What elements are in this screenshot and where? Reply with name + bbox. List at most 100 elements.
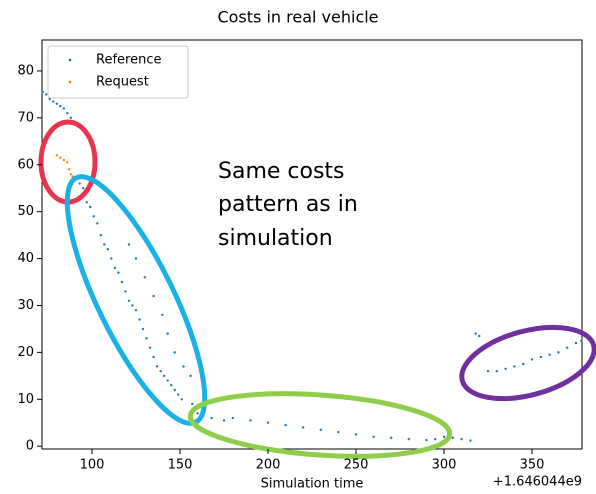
x-axis-label: Simulation time [261, 477, 364, 492]
annotation: simulation [218, 226, 333, 251]
point [55, 102, 58, 105]
highlights [38, 119, 596, 459]
x-tick-label: 200 [256, 458, 281, 473]
x-tick-label: 100 [80, 458, 105, 473]
point [177, 393, 180, 396]
point [478, 334, 481, 338]
point [152, 294, 155, 298]
point [62, 158, 66, 162]
legend-box [47, 45, 189, 99]
point [407, 437, 411, 441]
point [530, 358, 534, 361]
point [52, 100, 55, 103]
point [113, 266, 117, 270]
point [155, 365, 159, 368]
legend-marker [68, 80, 72, 84]
x-tick-label: 300 [432, 458, 457, 473]
point [180, 398, 183, 401]
point [55, 154, 58, 157]
point [134, 257, 138, 260]
point [145, 337, 148, 340]
point [131, 304, 134, 307]
point [134, 308, 138, 312]
point [169, 384, 173, 387]
y-tick-label: 70 [17, 110, 34, 125]
point [513, 365, 516, 368]
point [173, 351, 176, 354]
point [66, 111, 69, 115]
point [504, 367, 507, 370]
point [284, 423, 287, 427]
plot-frame [41, 39, 583, 450]
point [62, 107, 66, 110]
point [390, 436, 393, 439]
legend-label: Request [96, 75, 149, 90]
y-tick-label: 0 [26, 439, 34, 454]
x-tick-label: 250 [344, 458, 369, 473]
y-tick-label: 20 [17, 345, 34, 360]
y-tick-label: 30 [17, 298, 34, 313]
point [78, 182, 81, 185]
annotation: Same costs [218, 159, 345, 184]
point [67, 168, 71, 171]
y-tick-label: 60 [17, 157, 34, 172]
x-tick-label: 350 [520, 458, 545, 473]
point [222, 419, 226, 422]
point [92, 215, 95, 218]
point [249, 419, 252, 422]
point [574, 341, 578, 345]
point [566, 346, 569, 349]
marks [41, 90, 583, 442]
point [148, 346, 152, 349]
point [59, 156, 62, 159]
point [548, 353, 551, 356]
point [189, 374, 192, 378]
x-tick-label: 150 [168, 458, 193, 473]
point [41, 90, 44, 94]
y-tick-label: 40 [17, 251, 34, 266]
point [117, 271, 120, 274]
point [143, 276, 146, 279]
point [159, 369, 162, 373]
point [152, 355, 155, 359]
point [45, 93, 48, 96]
y-tick-label: 50 [17, 204, 34, 219]
point [141, 327, 145, 331]
point [99, 233, 102, 237]
point [127, 299, 131, 302]
annotation: pattern as in [218, 192, 358, 217]
chart-title: Costs in real vehicle [217, 8, 378, 27]
point [522, 362, 525, 366]
point [66, 161, 69, 164]
legend-label: Reference [96, 53, 161, 68]
point [486, 369, 490, 373]
point [451, 436, 455, 439]
point [69, 116, 73, 120]
point [354, 433, 358, 436]
x-offset-label: +1.646044e9 [493, 475, 582, 490]
point [89, 205, 92, 209]
point [442, 435, 446, 439]
point [173, 388, 176, 392]
point [474, 332, 477, 335]
point [319, 428, 323, 431]
point [539, 355, 543, 359]
highlight-ellipse [459, 324, 596, 402]
point [495, 369, 499, 373]
point [124, 290, 127, 293]
point [210, 416, 213, 420]
point [425, 438, 428, 442]
legend: Reference Request [47, 45, 189, 99]
legend-marker [68, 58, 72, 62]
point [182, 365, 185, 368]
point [434, 437, 437, 441]
point [81, 187, 85, 190]
point [59, 104, 62, 108]
point [48, 97, 51, 101]
point [337, 430, 340, 434]
point [85, 201, 88, 204]
point [166, 332, 169, 335]
point [460, 437, 463, 441]
y-tick-label: 80 [17, 63, 34, 78]
